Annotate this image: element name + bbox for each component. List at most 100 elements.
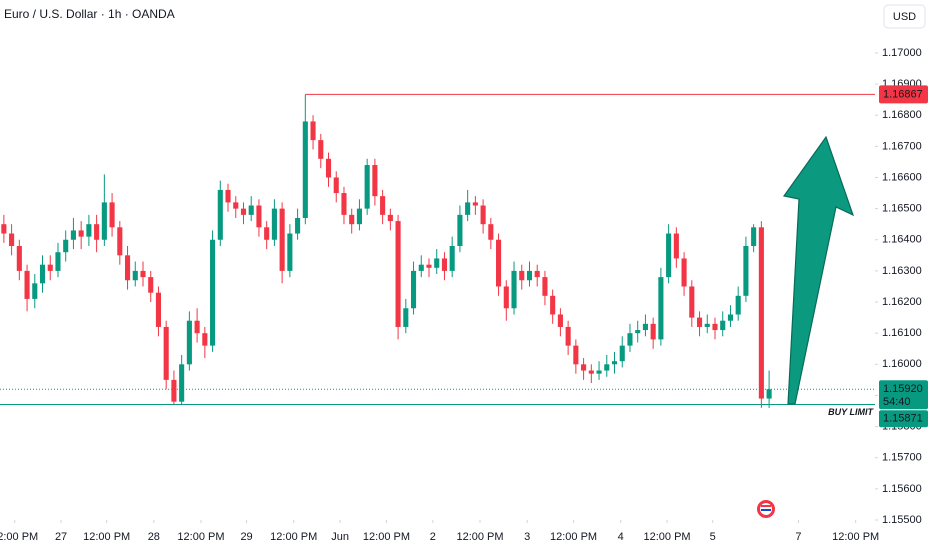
candle-body: [318, 140, 324, 159]
candle-body: [666, 233, 672, 278]
candle-body: [658, 277, 664, 340]
y-tick-label: 1.16500: [882, 203, 922, 215]
candle-body: [673, 233, 679, 259]
x-tick-label: 12:00 PM: [0, 531, 38, 543]
candle-body: [534, 270, 540, 278]
candle-body: [511, 270, 517, 309]
candle-body: [194, 320, 200, 334]
candle-body: [124, 255, 131, 281]
candle-body: [325, 158, 332, 178]
candle-body: [434, 258, 440, 268]
candle-body: [186, 320, 192, 365]
buy-limit-box: [879, 410, 928, 428]
candle-body: [758, 227, 764, 399]
currency-box[interactable]: [883, 4, 926, 29]
y-tick-label: 1.16200: [882, 296, 922, 308]
candle-body: [47, 264, 53, 271]
y-tick-label: 1.16300: [882, 265, 922, 277]
candle-body: [39, 264, 46, 284]
candle-body: [155, 292, 162, 327]
candle-body: [302, 121, 308, 218]
candle-body: [573, 345, 579, 365]
candle-body: [171, 379, 177, 402]
candle-body: [9, 233, 15, 246]
x-tick-label: 29: [240, 531, 252, 543]
resistance-label: 1.16867: [883, 88, 923, 100]
candle-body: [426, 264, 432, 268]
y-tick-label: 1.16800: [882, 109, 922, 121]
candle-body: [488, 224, 494, 240]
candle-body: [24, 270, 30, 299]
candle-body: [727, 314, 734, 321]
candle-body: [55, 252, 61, 271]
x-tick-label: 27: [55, 531, 67, 543]
candle-body: [94, 224, 100, 240]
y-tick-label: 1.16600: [882, 171, 922, 183]
x-tick-label: 4: [618, 531, 624, 543]
candle-body: [766, 389, 772, 399]
candle-body: [395, 221, 401, 327]
candle-body: [550, 295, 556, 315]
candle-body: [387, 214, 393, 222]
y-tick-label: 1.16100: [882, 327, 922, 339]
candle-body: [210, 239, 216, 346]
y-tick-label: 1.15600: [882, 483, 922, 495]
x-tick-label: 12:00 PM: [177, 531, 224, 543]
candle-body: [611, 361, 618, 365]
candle-body: [240, 208, 247, 215]
candle-body: [410, 270, 417, 309]
candle-body: [78, 230, 84, 237]
candle-body: [287, 233, 293, 271]
x-tick-label: 12:00 PM: [270, 531, 317, 543]
candle-body: [117, 227, 123, 256]
candle-body: [751, 227, 757, 246]
candle-body: [704, 323, 710, 327]
candle-body: [472, 202, 478, 206]
candle-body: [604, 364, 610, 371]
y-tick-label: 1.16000: [882, 358, 922, 370]
candle-body: [689, 286, 695, 318]
candle-body: [295, 217, 301, 234]
candle-body: [480, 205, 486, 225]
candle-body: [372, 165, 378, 197]
candle-body: [225, 189, 231, 203]
candle-body: [735, 295, 741, 315]
candle-body: [140, 270, 146, 278]
last-price-box: [879, 380, 928, 410]
x-tick-label: 12:00 PM: [456, 531, 503, 543]
candle-body: [63, 239, 69, 253]
candle-body: [441, 258, 448, 271]
candle-body: [642, 323, 648, 331]
candle-body: [132, 270, 138, 281]
x-tick-label: 5: [710, 531, 716, 543]
candle-body: [588, 370, 594, 374]
x-tick-label: 12:00 PM: [363, 531, 410, 543]
candle-body: [681, 258, 687, 287]
buy-limit-text: BUY LIMIT: [828, 407, 874, 417]
arrow: [782, 135, 855, 405]
candle-body: [619, 345, 625, 362]
x-tick-label: 12:00 PM: [644, 531, 691, 543]
candle-body: [503, 286, 509, 309]
candle-body: [596, 370, 602, 374]
candle-body: [264, 227, 270, 240]
candle-body: [356, 208, 362, 225]
candle-body: [148, 277, 154, 293]
candle-body: [364, 165, 370, 209]
candle-body: [465, 202, 471, 215]
candle-body: [16, 245, 22, 271]
alert-icon: [757, 500, 775, 518]
candle-body: [635, 330, 641, 334]
plot-area: [0, 93, 875, 408]
candle-body: [403, 308, 409, 327]
candle-body: [418, 264, 424, 271]
candle-body: [86, 224, 92, 237]
x-tick-label: 28: [148, 531, 160, 543]
currency[interactable]: USD: [893, 11, 916, 23]
x-tick-label: 7: [795, 531, 801, 543]
candle-body: [310, 121, 316, 141]
candle-body: [109, 202, 115, 228]
